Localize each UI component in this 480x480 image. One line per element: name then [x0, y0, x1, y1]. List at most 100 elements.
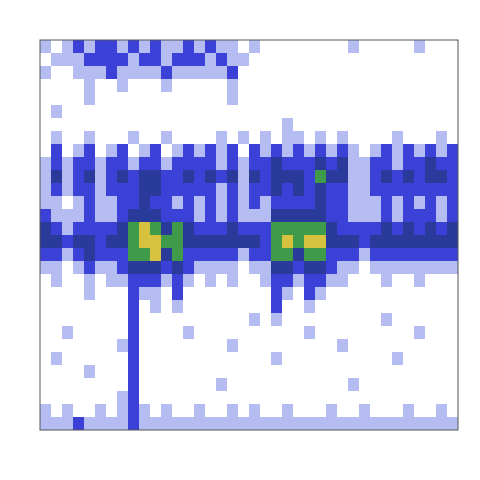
cell [150, 183, 161, 196]
cell [326, 339, 337, 352]
cell [326, 300, 337, 313]
cell [183, 131, 194, 144]
cell [370, 40, 381, 53]
cell [117, 287, 128, 300]
cell [315, 313, 326, 326]
cell [238, 352, 249, 365]
cell [238, 313, 249, 326]
cell [216, 339, 227, 352]
cell [62, 261, 73, 274]
cell [205, 287, 216, 300]
cell [194, 235, 205, 248]
cell [216, 261, 227, 274]
cell [337, 235, 348, 248]
cell [194, 170, 205, 183]
cell [117, 170, 128, 183]
cell [337, 209, 348, 222]
cell [260, 261, 271, 274]
cell [359, 170, 370, 183]
cell [447, 196, 458, 209]
cell [161, 326, 172, 339]
cell [293, 144, 304, 157]
cell [315, 404, 326, 417]
cell [194, 261, 205, 274]
cell [293, 209, 304, 222]
cell [62, 391, 73, 404]
cell [84, 326, 95, 339]
cell [282, 248, 293, 261]
cell [216, 92, 227, 105]
cell [194, 105, 205, 118]
cell [337, 105, 348, 118]
cell [381, 365, 392, 378]
cell [370, 417, 381, 430]
cell [436, 404, 447, 417]
cell [106, 313, 117, 326]
cell [436, 209, 447, 222]
cell [271, 287, 282, 300]
cell [238, 248, 249, 261]
cell [172, 417, 183, 430]
cell [216, 378, 227, 391]
cell [183, 79, 194, 92]
cell [282, 131, 293, 144]
cell [249, 300, 260, 313]
cell [381, 287, 392, 300]
cell [315, 300, 326, 313]
cell [139, 209, 150, 222]
cell [73, 157, 84, 170]
cell [337, 183, 348, 196]
cell [161, 40, 172, 53]
cell [183, 378, 194, 391]
cell [370, 404, 381, 417]
cell [359, 66, 370, 79]
cell [106, 287, 117, 300]
cell [260, 300, 271, 313]
cell [238, 79, 249, 92]
cell [348, 300, 359, 313]
cell [172, 79, 183, 92]
cell [271, 105, 282, 118]
cell [447, 79, 458, 92]
cell [194, 196, 205, 209]
cell [337, 287, 348, 300]
cell [205, 40, 216, 53]
cell [293, 391, 304, 404]
cell [227, 53, 238, 66]
cell [282, 274, 293, 287]
cell [227, 118, 238, 131]
cell [271, 131, 282, 144]
cell [216, 352, 227, 365]
cell [381, 40, 392, 53]
cell [40, 339, 51, 352]
cell [381, 274, 392, 287]
cell [260, 274, 271, 287]
cell [205, 352, 216, 365]
cell [150, 66, 161, 79]
cell [392, 183, 403, 196]
cell [106, 417, 117, 430]
cell [40, 144, 51, 157]
cell [117, 92, 128, 105]
cell [425, 404, 436, 417]
cell [425, 53, 436, 66]
cell [183, 209, 194, 222]
cell [51, 118, 62, 131]
cell [40, 313, 51, 326]
cell [326, 40, 337, 53]
cell [227, 339, 238, 352]
cell [370, 92, 381, 105]
cell [392, 365, 403, 378]
cell [62, 222, 73, 235]
cell [326, 157, 337, 170]
cell [238, 118, 249, 131]
cell [62, 287, 73, 300]
cell [106, 391, 117, 404]
cell [161, 313, 172, 326]
cell [414, 352, 425, 365]
cell [447, 417, 458, 430]
cell [139, 326, 150, 339]
cell [403, 209, 414, 222]
cell [216, 209, 227, 222]
cell [183, 287, 194, 300]
